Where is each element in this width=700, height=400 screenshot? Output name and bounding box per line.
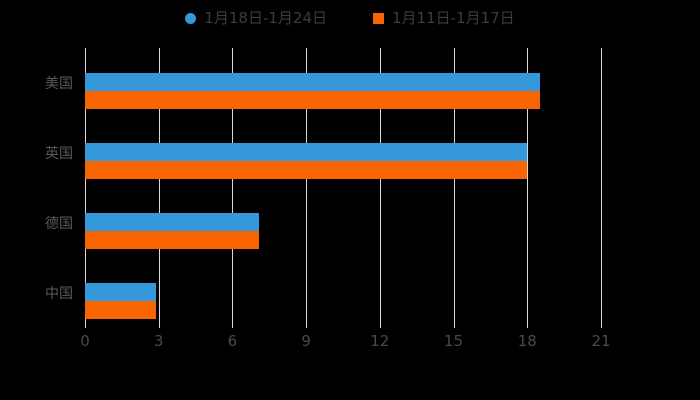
gridline [85,48,86,328]
category-label: 英国 [45,146,73,162]
chart-legend: 1月18日-1月24日 1月11日-1月17日 [0,4,700,32]
gridline [527,48,529,328]
plot-area: 美国 英国 德国 中国 [45,48,602,328]
x-tick-label: 0 [80,332,90,350]
legend-square-marker-icon [373,12,384,24]
gridline [306,48,308,328]
bar-series-0[interactable] [85,283,157,301]
gridline [232,48,234,328]
gridline [601,48,602,328]
x-tick-label: 6 [227,332,238,350]
category-label: 美国 [45,76,73,92]
gridline [379,48,381,328]
legend-label-series-0: 1月18日-1月24日 [204,8,327,27]
x-tick-label: 12 [370,332,390,350]
bar-group: 德国 [45,188,601,258]
legend-item-series-0[interactable]: 1月18日-1月24日 [185,8,327,27]
legend-circle-marker-icon [185,12,197,24]
category-label: 中国 [45,286,73,302]
x-tick-label: 3 [153,332,164,350]
x-tick-label: 18 [517,332,537,350]
gridline [453,48,455,328]
gridline [158,48,160,328]
bar-series-0[interactable] [85,143,528,161]
bar-series-1[interactable] [85,231,260,249]
bar-group: 中国 [45,258,601,328]
category-label: 德国 [45,216,73,232]
legend-label-series-1: 1月11日-1月17日 [392,8,515,27]
bar-series-0[interactable] [85,73,540,91]
x-tick-label: 15 [444,332,464,350]
x-tick-label: 9 [301,332,311,350]
x-tick-label: 21 [591,332,611,350]
bar-group: 英国 [45,118,601,188]
legend-item-series-1[interactable]: 1月11日-1月17日 [373,8,515,27]
bar-series-1[interactable] [85,91,540,109]
x-axis-tick-labels: 0 3 6 9 12 15 18 21 [0,332,700,356]
bar-group: 美国 [45,48,601,118]
bar-series-1[interactable] [85,301,157,319]
bar-series-1[interactable] [85,161,528,179]
bar-series-0[interactable] [85,213,260,231]
